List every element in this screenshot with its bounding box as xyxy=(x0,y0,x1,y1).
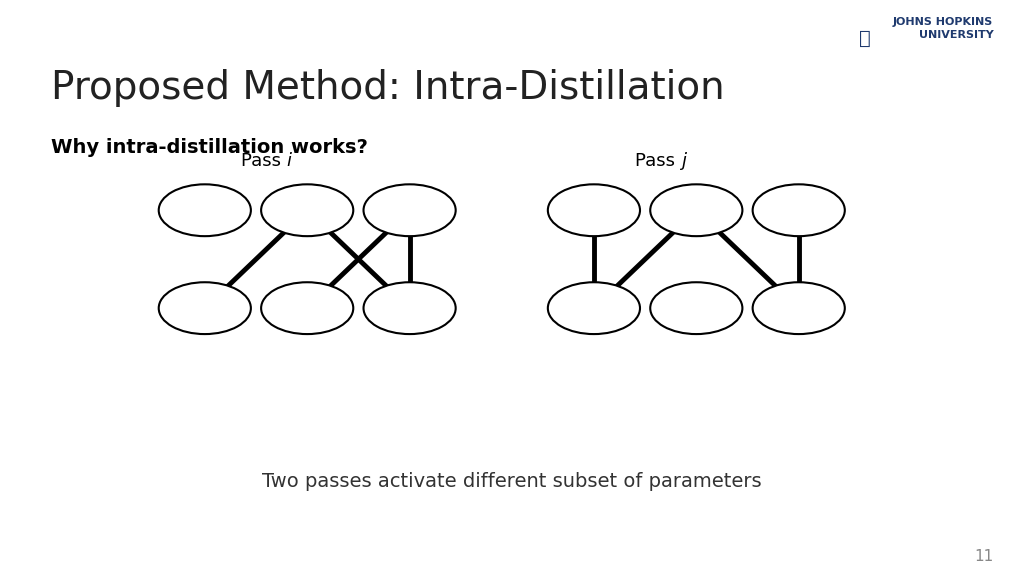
Circle shape xyxy=(548,184,640,236)
Text: Pass: Pass xyxy=(241,152,287,170)
Circle shape xyxy=(159,184,251,236)
Circle shape xyxy=(261,184,353,236)
Text: ⛨: ⛨ xyxy=(859,29,871,48)
Text: j: j xyxy=(681,152,686,170)
Circle shape xyxy=(364,282,456,334)
Circle shape xyxy=(364,184,456,236)
Text: i: i xyxy=(287,152,292,170)
Text: JOHNS HOPKINS
UNIVERSITY: JOHNS HOPKINS UNIVERSITY xyxy=(893,17,993,40)
Circle shape xyxy=(159,282,251,334)
Text: Why intra-distillation works?: Why intra-distillation works? xyxy=(51,138,368,157)
Circle shape xyxy=(548,282,640,334)
Circle shape xyxy=(753,184,845,236)
Circle shape xyxy=(650,184,742,236)
Text: 11: 11 xyxy=(974,550,993,564)
Circle shape xyxy=(261,282,353,334)
Circle shape xyxy=(650,282,742,334)
Text: Proposed Method: Intra-Distillation: Proposed Method: Intra-Distillation xyxy=(51,69,725,107)
Text: Two passes activate different subset of parameters: Two passes activate different subset of … xyxy=(262,472,762,491)
Circle shape xyxy=(753,282,845,334)
Text: Pass: Pass xyxy=(635,152,681,170)
